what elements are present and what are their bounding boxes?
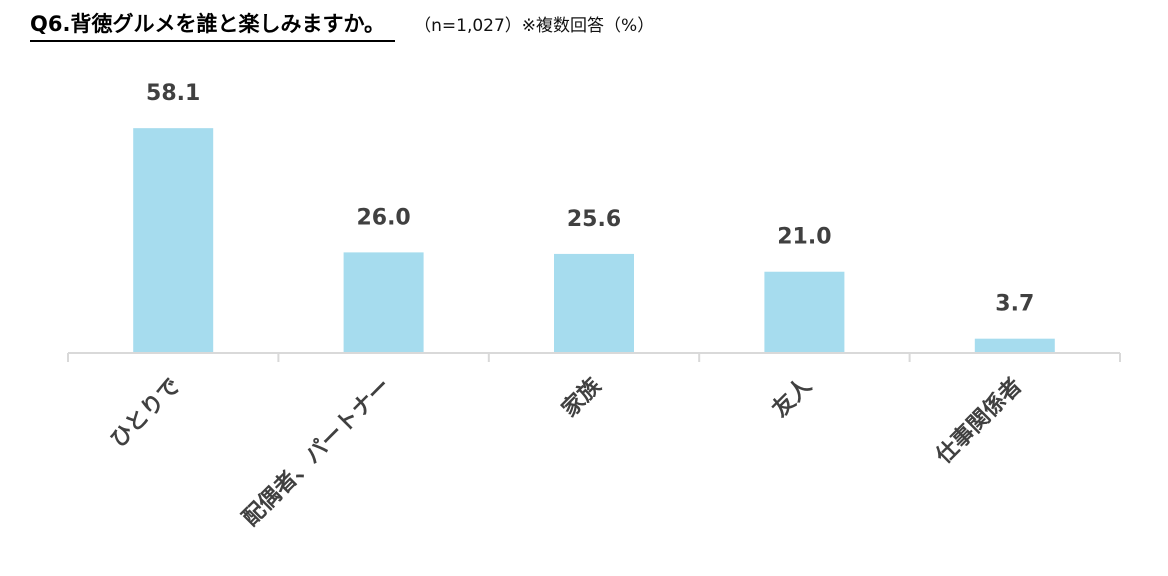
data-label: 26.0 [356, 205, 410, 230]
bar [764, 271, 845, 353]
category-labels: ひとりで 配偶者、パートナー 家族 友人 仕事関係者 [106, 372, 1027, 531]
chart-title: Q6.背徳グルメを誰と楽しみますか。 [30, 8, 396, 42]
category-label: 家族 [557, 372, 607, 422]
category-label: 友人 [768, 374, 817, 423]
bar [554, 253, 634, 353]
bar [974, 338, 1055, 353]
data-label: 3.7 [995, 292, 1034, 317]
data-label: 58.1 [146, 81, 200, 106]
sample-note: （n=1,027）※複数回答（%） [414, 16, 655, 36]
x-axis [67, 352, 1121, 362]
category-label: 配偶者、パートナー [238, 374, 396, 532]
chart-header: Q6.背徳グルメを誰と楽しみますか。 （n=1,027）※複数回答（%） [30, 8, 654, 42]
bar [343, 252, 424, 353]
data-label: 21.0 [777, 225, 831, 250]
category-label: ひとりで [106, 374, 185, 453]
category-label: 仕事関係者 [930, 373, 1027, 470]
bar [133, 128, 214, 353]
data-label: 25.6 [567, 207, 621, 232]
bars-group: 58.1 26.0 25.6 21.0 3.7 [133, 81, 1055, 353]
